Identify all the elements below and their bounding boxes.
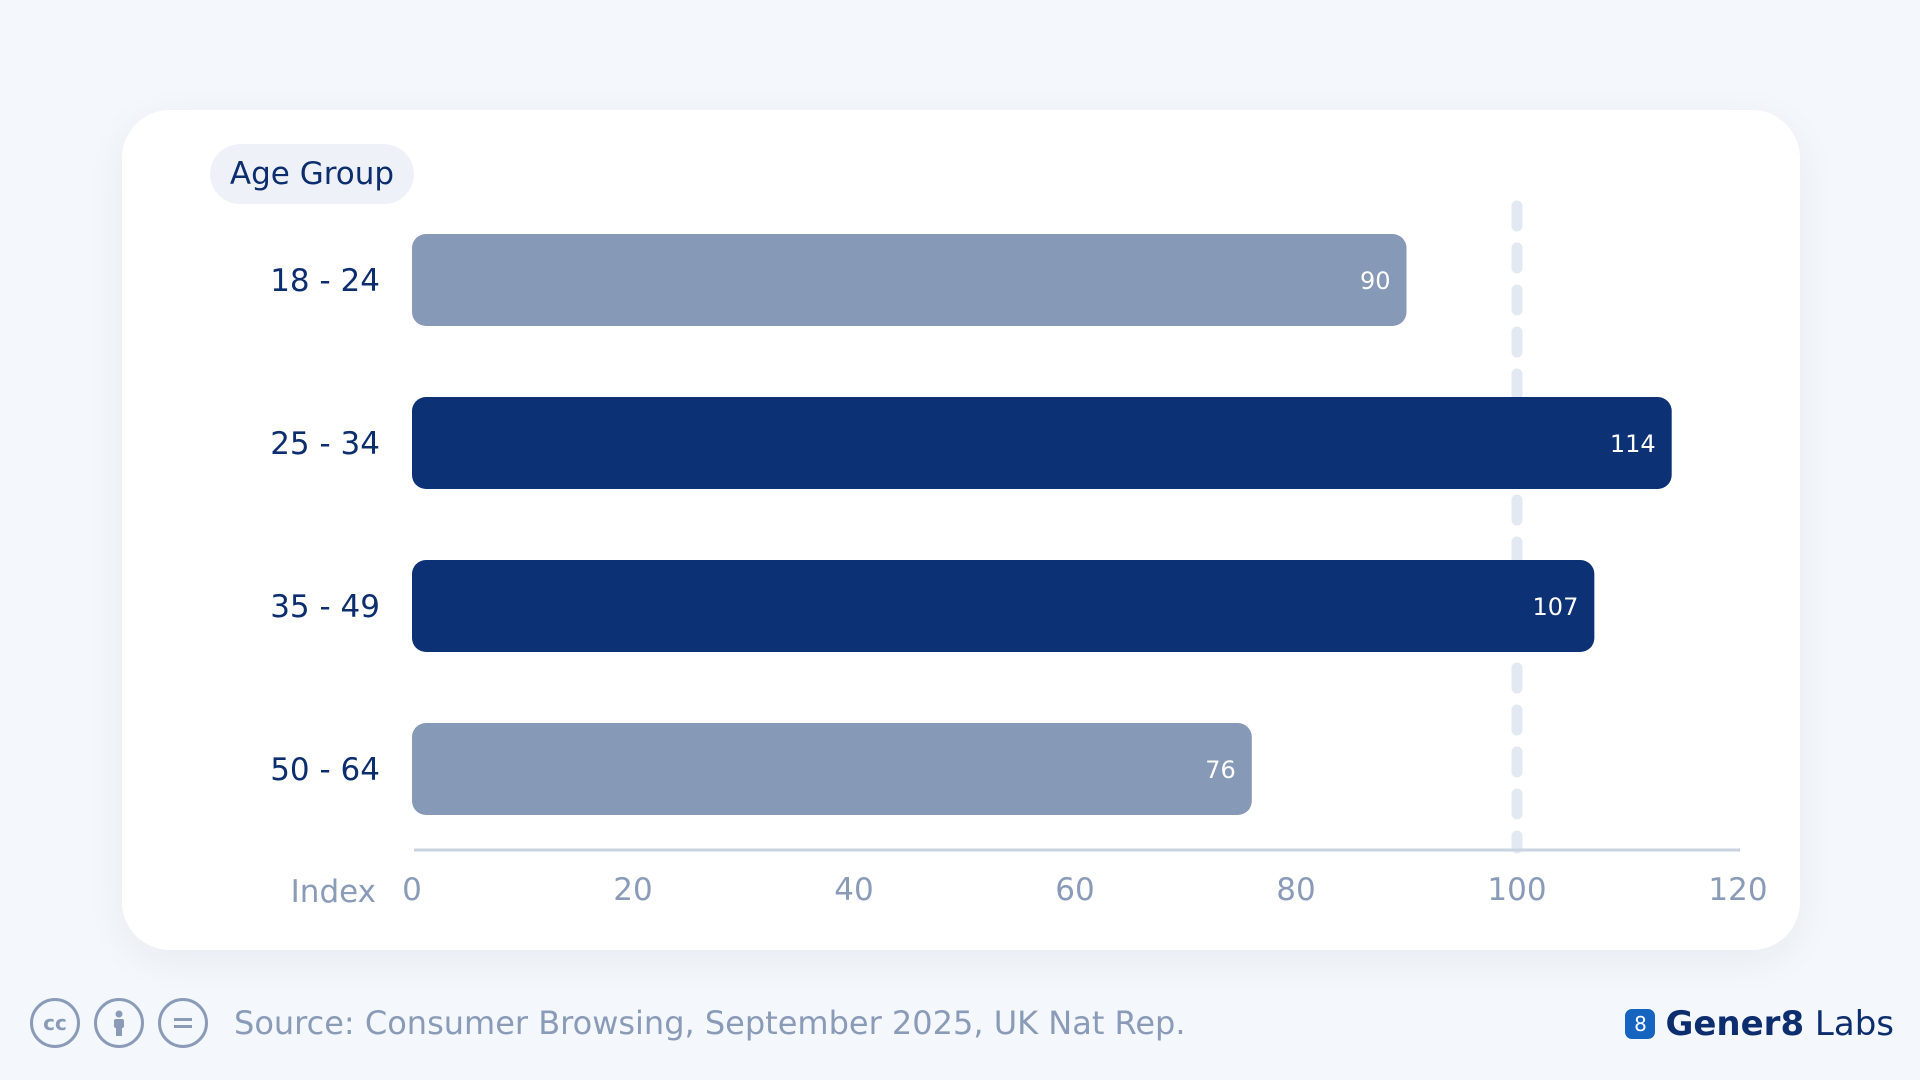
x-tick-label: 120	[1708, 872, 1767, 908]
nd-icon[interactable]	[158, 998, 208, 1048]
x-tick-label: 100	[1487, 872, 1546, 908]
cc-icon[interactable]: cc	[30, 998, 80, 1048]
bar-value-label: 90	[1360, 267, 1391, 295]
bar-value-label: 107	[1533, 593, 1579, 621]
brand-name-light: Labs	[1814, 1004, 1894, 1044]
x-tick-label: 80	[1276, 872, 1315, 908]
brand-name: Gener8 Labs	[1665, 1004, 1894, 1044]
x-axis-label: Index	[291, 874, 376, 910]
brand[interactable]: 8 Gener8 Labs	[1625, 1004, 1894, 1044]
bar-4	[412, 723, 1252, 815]
x-tick-label: 20	[613, 872, 652, 908]
legend-label: Age Group	[229, 156, 395, 192]
source-text: Source: Consumer Browsing, September 202…	[234, 1004, 1186, 1042]
by-icon[interactable]	[94, 998, 144, 1048]
bar-value-label: 76	[1205, 756, 1236, 784]
brand-name-bold: Gener8	[1665, 1004, 1805, 1044]
bar-2	[412, 397, 1672, 489]
category-label: 50 - 64	[270, 752, 380, 788]
category-label: 35 - 49	[270, 589, 380, 625]
brand-logo-icon: 8	[1625, 1009, 1656, 1039]
x-tick-label: 0	[402, 872, 422, 908]
legend-pill: Age Group	[210, 144, 414, 204]
bar-3	[412, 560, 1595, 652]
bar-1	[412, 234, 1407, 326]
category-label: 25 - 34	[270, 426, 380, 462]
x-tick-label: 60	[1055, 872, 1094, 908]
license-icons: cc	[30, 998, 208, 1048]
x-tick-label: 40	[834, 872, 873, 908]
bar-value-label: 114	[1610, 430, 1656, 458]
category-label: 18 - 24	[270, 263, 380, 299]
